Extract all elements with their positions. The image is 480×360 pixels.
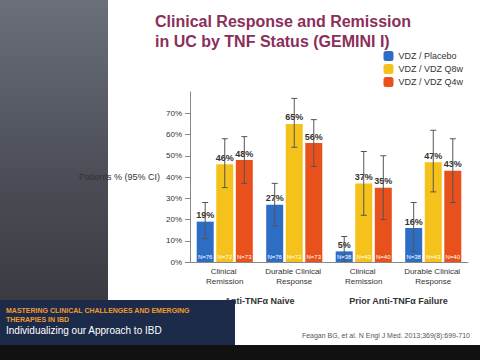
svg-text:48%: 48% <box>235 148 254 159</box>
svg-text:in UC by TNF Status (GEMINI I): in UC by TNF Status (GEMINI I) <box>155 33 390 50</box>
svg-text:35%: 35% <box>374 176 393 187</box>
svg-text:N=38: N=38 <box>337 254 352 260</box>
html-text:MASTERING CLINICAL CHALLENGES: MASTERING CLINICAL CHALLENGES AND EMERGI… <box>6 307 190 323</box>
svg-text:Patients % (95% CI): Patients % (95% CI) <box>79 172 160 182</box>
svg-text:Durable Clinical: Durable Clinical <box>404 267 462 276</box>
svg-text:N=73: N=73 <box>237 254 252 260</box>
svg-text:Prior Anti-TNFα Failure: Prior Anti-TNFα Failure <box>349 296 448 306</box>
svg-text:Anti-TNFα Naive: Anti-TNFα Naive <box>224 295 295 306</box>
svg-text:Clinical Response and Remissio: Clinical Response and Remission <box>155 13 416 30</box>
svg-text:50%: 50% <box>166 151 182 160</box>
svg-text:65%: 65% <box>285 112 304 123</box>
svg-text:10%: 10% <box>166 236 182 245</box>
svg-text:N=43: N=43 <box>426 254 441 260</box>
svg-text:0%: 0% <box>170 258 182 267</box>
svg-text:N=38: N=38 <box>406 254 421 260</box>
svg-text:20%: 20% <box>166 215 182 224</box>
svg-text:37%: 37% <box>354 171 373 182</box>
svg-text:N=72: N=72 <box>217 254 232 260</box>
svg-text:Response: Response <box>415 277 452 286</box>
svg-text:27%: 27% <box>265 193 284 204</box>
svg-text:VDZ / VDZ Q8w: VDZ / VDZ Q8w <box>398 64 463 74</box>
svg-text:VDZ / Placebo: VDZ / Placebo <box>398 51 456 61</box>
svg-text:N=40: N=40 <box>446 254 461 260</box>
svg-text:Remission: Remission <box>345 277 382 286</box>
svg-text:N=43: N=43 <box>356 254 371 260</box>
html-text:Individualizing our Approach t: Individualizing our Approach to IBD <box>6 325 162 336</box>
svg-text:43%: 43% <box>443 159 462 170</box>
svg-text:46%: 46% <box>215 152 234 163</box>
svg-text:Feagan BG, et al. N Engl J Med: Feagan BG, et al. N Engl J Med. 2013;369… <box>302 332 470 340</box>
svg-text:47%: 47% <box>424 150 443 161</box>
svg-text:19%: 19% <box>196 210 215 221</box>
svg-text:40%: 40% <box>166 173 182 182</box>
svg-text:N=76: N=76 <box>267 254 282 260</box>
svg-text:60%: 60% <box>166 130 182 139</box>
svg-text:Durable Clinical: Durable Clinical <box>265 267 323 276</box>
svg-text:Clinical: Clinical <box>350 267 378 276</box>
svg-text:N=76: N=76 <box>198 254 213 260</box>
svg-text:30%: 30% <box>166 194 182 203</box>
svg-text:N=40: N=40 <box>376 254 391 260</box>
svg-text:Clinical: Clinical <box>211 267 239 276</box>
svg-text:Response: Response <box>276 277 313 286</box>
svg-text:56%: 56% <box>304 131 323 142</box>
svg-text:16%: 16% <box>404 216 423 227</box>
svg-text:VDZ / VDZ Q4w: VDZ / VDZ Q4w <box>398 77 463 87</box>
svg-text:5%: 5% <box>337 239 351 250</box>
svg-text:Remission: Remission <box>206 277 243 286</box>
svg-text:70%: 70% <box>166 109 182 118</box>
svg-text:N=73: N=73 <box>307 254 322 260</box>
svg-text:N=72: N=72 <box>287 254 302 260</box>
